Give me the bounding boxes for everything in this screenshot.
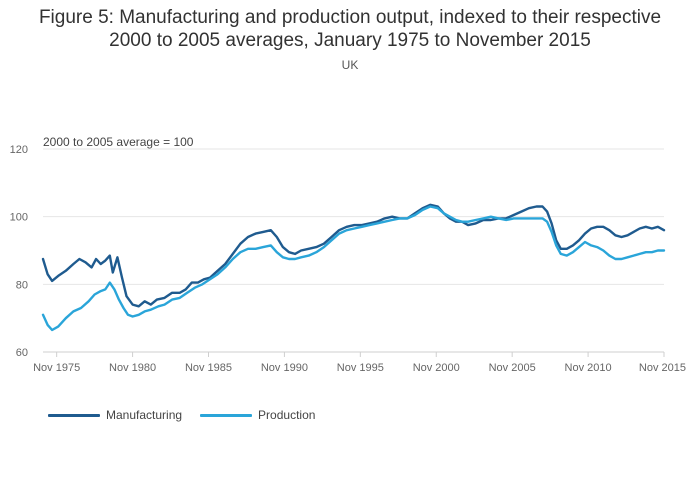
chart-annotation: 2000 to 2005 average = 100	[43, 135, 194, 149]
x-tick-label-0: Nov 1975	[33, 362, 80, 374]
series-lines	[41, 203, 666, 332]
chart-title: Figure 5: Manufacturing and production o…	[0, 6, 700, 52]
x-tick-label-6: Nov 2005	[489, 362, 536, 374]
x-tick-label-3: Nov 1990	[261, 362, 308, 374]
series-line-manufacturing	[41, 203, 666, 308]
chart-title-line-2: 2000 to 2005 averages, January 1975 to N…	[109, 30, 591, 51]
y-tick-label-120: 120	[10, 144, 28, 156]
chart-subtitle: UK	[341, 58, 359, 72]
x-axis-ticks: Nov 1975 Nov 1980 Nov 1985 Nov 1990 Nov 1995…	[33, 352, 686, 374]
chart-title-line-1: Figure 5: Manufacturing and production o…	[38, 7, 662, 28]
chart-legend: Manufacturing Production	[48, 408, 315, 422]
y-tick-label-60: 60	[16, 347, 28, 359]
gridlines	[43, 148, 664, 353]
x-tick-label-8: Nov 2015	[639, 362, 686, 374]
y-axis-ticks: 60 80 100 120	[10, 144, 28, 359]
legend-swatch-production	[200, 413, 253, 417]
legend-item-production[interactable]: Production	[200, 408, 315, 422]
x-tick-label-5: Nov 2000	[413, 362, 460, 374]
x-tick-label-7: Nov 2010	[565, 362, 612, 374]
x-tick-label-1: Nov 1980	[109, 362, 156, 374]
y-tick-label-80: 80	[16, 279, 28, 291]
legend-label-manufacturing: Manufacturing	[106, 408, 183, 422]
x-tick-label-4: Nov 1995	[337, 362, 384, 374]
legend-label-production: Production	[258, 408, 316, 422]
legend-item-manufacturing[interactable]: Manufacturing	[48, 408, 182, 422]
x-tick-label-2: Nov 1985	[185, 362, 232, 374]
series-line-production	[41, 205, 666, 332]
legend-swatch-manufacturing	[48, 413, 100, 417]
y-tick-label-100: 100	[10, 212, 28, 224]
